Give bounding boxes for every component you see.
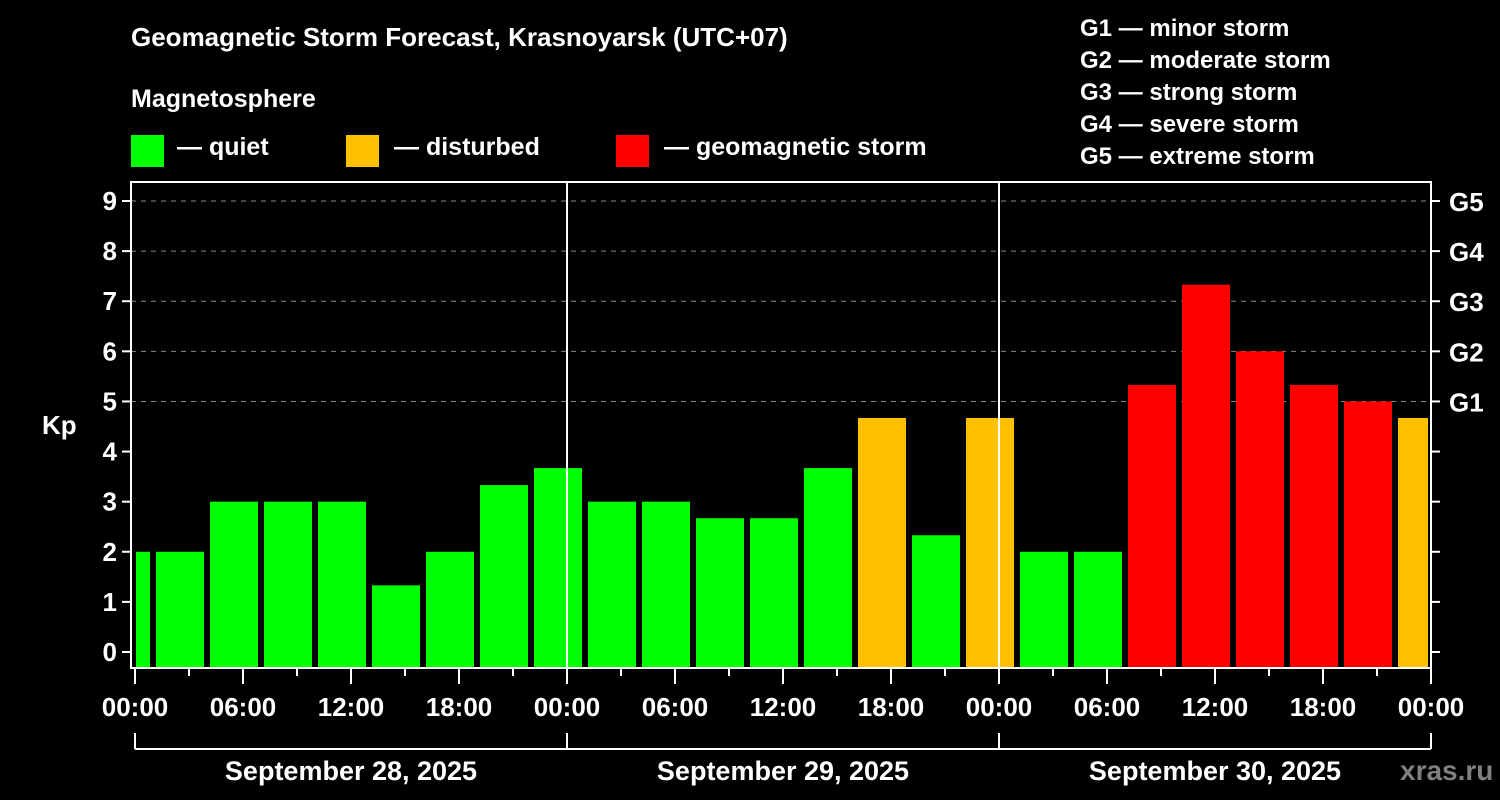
storm-scale-g2: G2 — moderate storm <box>1080 47 1331 74</box>
legend-label-storm: — geomagnetic storm <box>664 133 927 161</box>
y-axis-label: Kp <box>42 410 77 440</box>
storm-scale-g4: G4 — severe storm <box>1080 111 1299 138</box>
x-tick-label: 12:00 <box>318 692 385 722</box>
x-tick-label: 00:00 <box>1398 692 1465 722</box>
storm-scale-g5: G5 — extreme storm <box>1080 143 1315 170</box>
y-tick-label: 6 <box>103 336 117 366</box>
x-tick-label: 18:00 <box>426 692 493 722</box>
y-tick-label: 0 <box>103 637 117 667</box>
kp-bar <box>156 551 204 668</box>
kp-bar <box>1344 401 1392 668</box>
kp-bar <box>264 501 312 668</box>
storm-scale-legend: G1 — minor storm G2 — moderate storm G3 … <box>1080 13 1331 173</box>
kp-bar <box>750 518 798 668</box>
kp-bar <box>372 585 420 668</box>
kp-bar <box>480 485 528 668</box>
kp-bar <box>804 468 852 668</box>
x-tick-label: 00:00 <box>534 692 601 722</box>
y-tick-label: 2 <box>103 537 117 567</box>
legend-subtitle: Magnetosphere <box>131 85 316 113</box>
kp-bar <box>210 501 258 668</box>
x-tick-label: 00:00 <box>102 692 169 722</box>
kp-bar <box>534 468 582 668</box>
y-tick-label: 5 <box>103 386 117 416</box>
g-level-label: G2 <box>1449 337 1484 367</box>
y-tick-label: 9 <box>103 186 117 216</box>
kp-bar <box>1290 384 1338 668</box>
y-tick-label: 4 <box>103 437 118 467</box>
legend-swatch-disturbed <box>346 135 379 167</box>
kp-bar <box>1074 551 1122 668</box>
y-tick-label: 1 <box>103 587 117 617</box>
kp-bar <box>1236 351 1284 668</box>
x-tick-label: 06:00 <box>642 692 709 722</box>
x-tick-label: 12:00 <box>1182 692 1249 722</box>
g-level-label: G1 <box>1449 387 1484 417</box>
x-tick-label: 12:00 <box>750 692 817 722</box>
legend-swatch-quiet <box>131 135 164 167</box>
x-tick-label: 06:00 <box>210 692 277 722</box>
kp-bar <box>588 501 636 668</box>
g-level-label: G4 <box>1449 237 1484 267</box>
x-tick-label: 06:00 <box>1074 692 1141 722</box>
axes <box>122 181 1440 750</box>
axis-labels: 0 1 2 3 4 5 6 7 8 9 G1 G2 G3 G4 G5 00:00 06:00 12:00 18:00… <box>102 186 1484 786</box>
y-tick-label: 8 <box>103 236 117 266</box>
kp-bar <box>858 417 906 668</box>
date-label: September 29, 2025 <box>657 756 909 786</box>
legend-swatch-storm <box>616 135 649 167</box>
date-label: September 28, 2025 <box>225 756 477 786</box>
g-level-label: G3 <box>1449 287 1484 317</box>
date-label: September 30, 2025 <box>1089 756 1341 786</box>
x-tick-label: 00:00 <box>966 692 1033 722</box>
g-level-label: G5 <box>1449 187 1484 217</box>
y-tick-label: 7 <box>103 286 117 316</box>
kp-bar <box>318 501 366 668</box>
plot-frame <box>130 181 1432 669</box>
bars <box>136 284 1428 668</box>
kp-bar <box>426 551 474 668</box>
x-tick-label: 18:00 <box>1290 692 1357 722</box>
kp-bar <box>966 417 1014 668</box>
legend-label-disturbed: — disturbed <box>394 133 540 161</box>
kp-bar <box>1182 284 1230 668</box>
watermark: xras.ru <box>1400 755 1494 786</box>
storm-scale-g3: G3 — strong storm <box>1080 79 1298 106</box>
storm-scale-g1: G1 — minor storm <box>1080 15 1290 42</box>
kp-bar <box>642 501 690 668</box>
kp-bar <box>1398 417 1428 668</box>
chart-title: Geomagnetic Storm Forecast, Krasnoyarsk … <box>131 22 788 52</box>
kp-bar <box>1020 551 1068 668</box>
kp-bar <box>136 551 150 668</box>
x-tick-label: 18:00 <box>858 692 925 722</box>
kp-bar <box>1128 384 1176 668</box>
kp-bar <box>696 518 744 668</box>
y-tick-label: 3 <box>103 487 117 517</box>
legend-label-quiet: — quiet <box>177 133 269 161</box>
kp-bar <box>912 535 960 668</box>
